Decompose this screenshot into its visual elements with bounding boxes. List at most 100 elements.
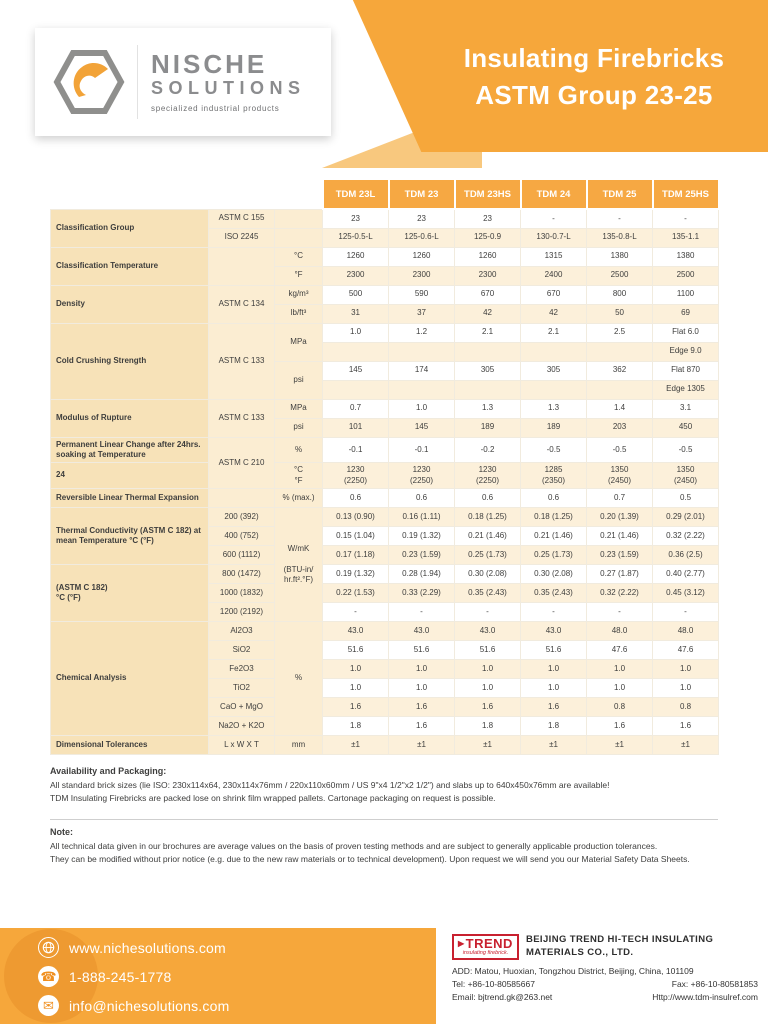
- page-title-line2: ASTM Group 23-25: [475, 79, 713, 110]
- standard-cell: 1000 (1832): [208, 583, 275, 604]
- value-cell: 1350 (2450): [586, 462, 654, 490]
- value-cell: 0.22 (1.53): [322, 583, 390, 604]
- logo-wordmark: NISCHE SOLUTIONS specialized industrial …: [151, 49, 306, 113]
- value-cell: 0.21 (1.46): [586, 526, 654, 547]
- value-cell: 125-0.6-L: [388, 227, 456, 248]
- note-section: Note: All technical data given in our br…: [50, 819, 718, 866]
- value-cell: 0.6: [322, 488, 390, 509]
- standard-cell: TiO2: [208, 678, 275, 699]
- value-cell: 450: [652, 417, 720, 438]
- value-cell: [322, 341, 390, 362]
- logo-name-top: NISCHE: [151, 49, 268, 80]
- unit-cell: psi: [273, 417, 324, 438]
- product-column-header: TDM 25: [585, 178, 654, 210]
- product-column-header: TDM 25HS: [651, 178, 720, 210]
- value-cell: 1260: [388, 246, 456, 267]
- value-cell: ±1: [586, 735, 654, 756]
- table-row: Cold Crushing Strength ASTM C 133 MPa 1.0 1.…: [50, 322, 720, 400]
- table-row: Chemical Analysis Al2O3% 43.0 43.0 43.0 43.0 4…: [50, 621, 720, 737]
- standard-cell: [208, 488, 275, 509]
- mail-icon: ✉: [38, 995, 59, 1016]
- value-cell: 125-0.5-L: [322, 227, 390, 248]
- value-cell: Flat 870: [652, 360, 720, 381]
- availability-title: Availability and Packaging:: [50, 766, 167, 777]
- spec-table: TDM 23L TDM 23 TDM 23HS TDM 24 TDM 25 TDM 25H…: [50, 178, 720, 756]
- value-cell: 1315: [520, 246, 588, 267]
- value-cell: 1.0: [520, 659, 588, 680]
- value-cell: 0.18 (1.25): [454, 507, 522, 528]
- value-cell: 145: [322, 360, 390, 381]
- standard-cell: ASTM C 133: [208, 398, 275, 438]
- value-cell: 51.6: [322, 640, 390, 661]
- value-cell: 1.0: [454, 659, 522, 680]
- value-cell: 189: [520, 417, 588, 438]
- value-cell: 203: [586, 417, 654, 438]
- value-cell: 23: [388, 208, 456, 229]
- value-cell: 1350 (2450): [652, 462, 720, 490]
- value-cell: 1.0: [388, 678, 456, 699]
- unit-cell: psi: [273, 360, 324, 400]
- value-cell: 3.1: [652, 398, 720, 419]
- table-row: Density ASTM C 134 kg/m³ 500 590 670 670 800 110…: [50, 284, 720, 324]
- trend-flag-icon: ▶: [458, 939, 465, 949]
- value-cell: 0.6: [388, 488, 456, 509]
- unit-cell: mm: [273, 735, 324, 756]
- value-cell: 0.32 (2.22): [652, 526, 720, 547]
- value-cell: 2500: [586, 265, 654, 286]
- value-cell: 2.5: [586, 322, 654, 343]
- value-cell: [586, 341, 654, 362]
- unit-cell: MPa: [273, 322, 324, 362]
- value-cell: 1380: [652, 246, 720, 267]
- value-cell: 69: [652, 303, 720, 324]
- unit-cell: lb/ft³: [273, 303, 324, 324]
- value-cell: 130-0.7-L: [520, 227, 588, 248]
- value-cell: 0.30 (2.08): [520, 564, 588, 585]
- row-label: 24: [50, 462, 209, 490]
- value-cell: 1.6: [322, 697, 390, 718]
- row-label: Density: [50, 284, 209, 324]
- value-cell: 800: [586, 284, 654, 305]
- table-row: psi 145 174 305 305 362 Flat 870: [51, 360, 720, 400]
- standard-cell: Na2O + K2O: [208, 716, 275, 737]
- website-link[interactable]: www.nichesolutions.com: [69, 939, 226, 956]
- unit-cell: % (max.): [273, 488, 324, 509]
- value-cell: 0.25 (1.73): [520, 545, 588, 566]
- value-cell: -: [520, 208, 588, 229]
- table-row: Thermal Conductivity (ASTM C 182) at mea…: [50, 507, 720, 623]
- value-cell: 42: [454, 303, 522, 324]
- page-title-line1: Insulating Firebricks: [463, 43, 725, 73]
- availability-section: Availability and Packaging: All standard…: [50, 765, 718, 805]
- value-cell: 0.33 (2.29): [388, 583, 456, 604]
- company-email[interactable]: Email: bjtrend.gk@263.net: [452, 991, 553, 1002]
- standard-cell: CaO + MgO: [208, 697, 275, 718]
- standard-cell: L x W X T: [208, 735, 275, 756]
- phone-link[interactable]: 1-888-245-1778: [69, 968, 172, 985]
- value-cell: 500: [322, 284, 390, 305]
- value-cell: -: [322, 602, 390, 623]
- value-cell: 0.5: [652, 488, 720, 509]
- value-cell: 0.30 (2.08): [454, 564, 522, 585]
- table-row: lb/ft³ 31 37 42 42 50 69: [51, 303, 720, 324]
- value-cell: -: [586, 602, 654, 623]
- value-cell: Edge 9.0: [652, 341, 720, 362]
- logo-tagline: specialized industrial products: [151, 103, 280, 113]
- value-cell: 189: [454, 417, 522, 438]
- value-cell: 1.6: [388, 697, 456, 718]
- company-name-line1: BEIJING TREND HI-TECH INSULATING: [525, 934, 714, 945]
- value-cell: 2400: [520, 265, 588, 286]
- value-cell: 2300: [322, 265, 390, 286]
- value-cell: 1.6: [454, 697, 522, 718]
- company-website[interactable]: Http://www.tdm-insulref.com: [652, 991, 758, 1002]
- value-cell: 305: [520, 360, 588, 381]
- value-cell: 0.27 (1.87): [586, 564, 654, 585]
- value-cell: 1.0: [520, 678, 588, 699]
- row-label: Permanent Linear Change after 24hrs. soa…: [50, 436, 209, 464]
- standard-cell: [208, 246, 275, 286]
- value-cell: 1.3: [454, 398, 522, 419]
- table-row: Na2O + K2O 1.8 1.6 1.8 1.8 1.6 1.6: [51, 716, 720, 737]
- table-row: CaO + MgO 1.6 1.6 1.6 1.6 0.8 0.8: [51, 697, 720, 718]
- standard-cell: ASTM C 133: [208, 322, 275, 400]
- email-link[interactable]: info@nichesolutions.com: [69, 997, 230, 1014]
- value-cell: ±1: [322, 735, 390, 756]
- company-info: ▶TREND insulating firebrick. BEIJING TRE…: [452, 934, 758, 1002]
